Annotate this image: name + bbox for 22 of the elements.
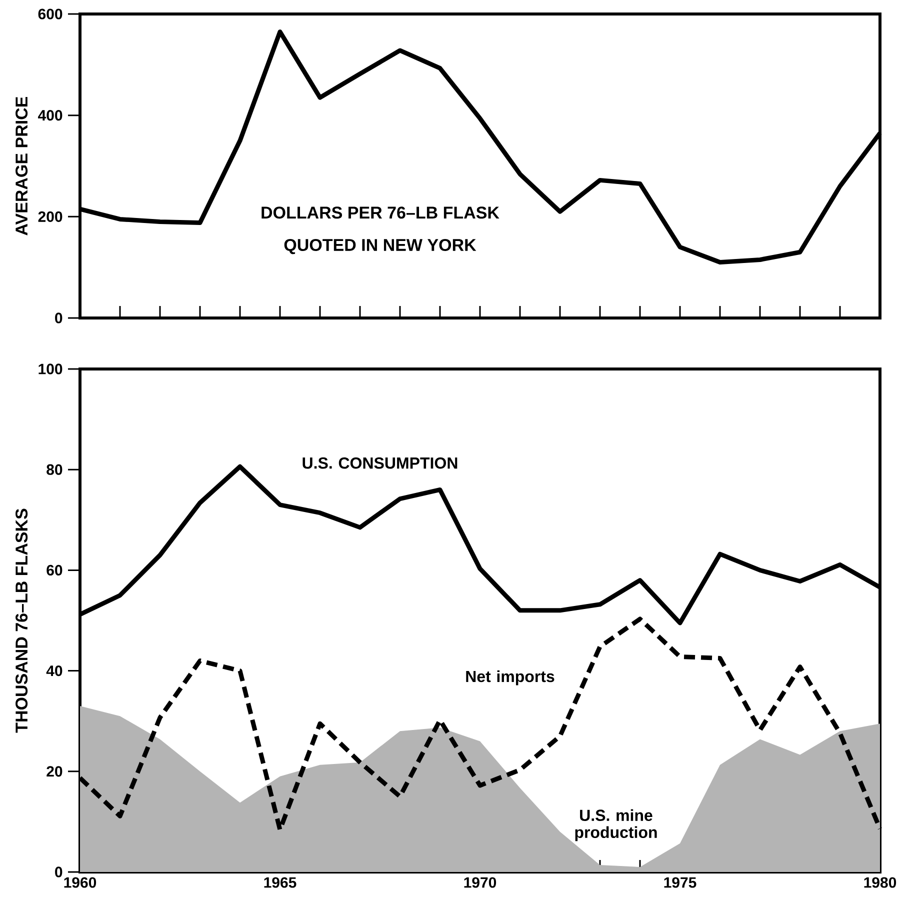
- y-tick-label: 0: [55, 312, 62, 324]
- series-label: U.S. CONSUMPTION: [302, 457, 458, 469]
- y-tick-label: 400: [38, 110, 62, 121]
- series-label: Net imports: [466, 670, 554, 686]
- y-axis-title: THOUSAND 76–LB FLASKS: [16, 508, 28, 733]
- series-label: U.S. mine production: [575, 809, 657, 842]
- x-tick-label: 1960: [64, 877, 96, 888]
- x-tick-label: 1970: [464, 877, 496, 888]
- y-axis-title: AVERAGE PRICE: [16, 96, 28, 236]
- y-tick-label: 80: [46, 464, 62, 475]
- x-tick-label: 1975: [664, 877, 696, 888]
- y-tick-label: 200: [38, 211, 62, 222]
- y-tick-label: 60: [46, 564, 62, 576]
- y-tick-label: 40: [46, 665, 62, 676]
- annotation: DOLLARS PER 76–LB FLASK: [262, 206, 500, 219]
- y-tick-label: 20: [46, 766, 62, 777]
- y-tick-label: 600: [38, 8, 62, 20]
- annotation: QUOTED IN NEW YORK: [284, 238, 476, 254]
- y-tick-label: 0: [55, 866, 62, 878]
- x-tick-label: 1965: [264, 877, 296, 888]
- y-tick-label: 100: [38, 364, 62, 374]
- x-tick-label: 1980: [864, 877, 896, 888]
